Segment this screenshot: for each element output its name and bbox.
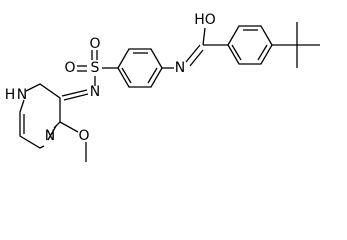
ring [19, 99, 45, 149]
bond [59, 121, 79, 133]
bond [185, 44, 201, 63]
bond [47, 125, 57, 141]
ring [117, 48, 163, 88]
bond [147, 67, 158, 84]
atom-label: O [64, 60, 75, 76]
bond [257, 44, 268, 61]
ring [227, 25, 273, 65]
page: {"atoms": [ {"label": "HO"}, {"label": "… [4, 12, 320, 162]
atom-label: N [175, 60, 185, 76]
atom-label: N [45, 128, 55, 144]
atom-label: O [78, 128, 89, 144]
atom-label: H [5, 87, 16, 103]
atom-label: HO [194, 12, 216, 28]
atom-label: N [90, 84, 100, 100]
bond [121, 67, 132, 84]
bond [61, 89, 88, 97]
bond [63, 93, 89, 101]
bond [189, 49, 204, 67]
bond [231, 44, 242, 61]
structure: HO N S O O N N H N O [5, 12, 320, 162]
bonds [19, 22, 320, 162]
atom-label: S [91, 60, 100, 76]
atom-labels: HO N S O O N N H N O [5, 12, 216, 144]
atom-label: O [89, 36, 100, 52]
ring [25, 83, 61, 129]
atom-label: N [17, 87, 27, 103]
bond [202, 27, 206, 46]
